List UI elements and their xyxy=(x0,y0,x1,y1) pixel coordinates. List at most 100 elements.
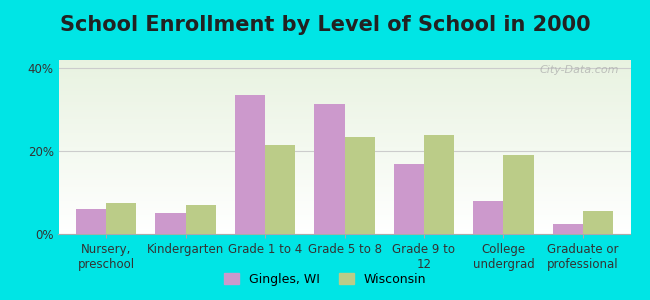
Bar xyxy=(58,93,630,95)
Bar xyxy=(58,64,630,65)
Bar xyxy=(583,211,613,234)
Bar xyxy=(58,194,630,196)
Bar xyxy=(344,136,374,234)
Bar xyxy=(58,217,630,218)
Bar xyxy=(58,232,630,234)
Bar xyxy=(58,204,630,206)
Bar xyxy=(58,138,630,140)
Bar xyxy=(58,149,630,151)
Bar xyxy=(58,212,630,213)
Bar xyxy=(58,192,630,194)
Bar xyxy=(58,171,630,173)
Bar xyxy=(58,77,630,79)
Bar xyxy=(58,124,630,126)
Bar xyxy=(58,130,630,131)
Bar xyxy=(58,102,630,103)
Bar xyxy=(58,210,630,212)
Bar xyxy=(58,182,630,184)
Bar xyxy=(106,203,136,234)
Bar xyxy=(58,114,630,116)
Bar xyxy=(58,91,630,93)
Bar xyxy=(58,143,630,145)
Bar xyxy=(58,189,630,190)
Bar xyxy=(58,79,630,81)
Bar xyxy=(58,142,630,143)
Bar xyxy=(58,180,630,182)
Bar xyxy=(58,224,630,225)
Bar xyxy=(58,67,630,69)
Bar xyxy=(58,128,630,130)
Bar xyxy=(58,119,630,121)
Bar xyxy=(58,100,630,102)
Bar xyxy=(58,74,630,76)
Bar xyxy=(58,65,630,67)
Bar xyxy=(58,187,630,189)
Bar xyxy=(58,84,630,86)
Text: City-Data.com: City-Data.com xyxy=(540,65,619,75)
Bar xyxy=(58,190,630,192)
Bar xyxy=(58,121,630,123)
Bar xyxy=(58,158,630,159)
Bar xyxy=(58,218,630,220)
Bar xyxy=(155,213,186,234)
Bar xyxy=(58,168,630,170)
Bar xyxy=(58,159,630,161)
Bar xyxy=(58,230,630,232)
Bar xyxy=(58,70,630,72)
Bar xyxy=(58,203,630,204)
Bar xyxy=(315,103,344,234)
Bar xyxy=(58,112,630,114)
Bar xyxy=(58,136,630,138)
Bar xyxy=(58,97,630,98)
Bar xyxy=(265,145,295,234)
Bar xyxy=(58,86,630,88)
Bar xyxy=(58,105,630,107)
Bar xyxy=(58,145,630,147)
Bar xyxy=(473,201,503,234)
Bar xyxy=(58,90,630,91)
Bar xyxy=(58,213,630,215)
Bar xyxy=(58,135,630,137)
Bar xyxy=(58,156,630,158)
Bar xyxy=(58,62,630,64)
Bar xyxy=(58,117,630,119)
Bar xyxy=(58,116,630,117)
Bar xyxy=(58,215,630,217)
Bar xyxy=(58,175,630,177)
Bar xyxy=(58,163,630,164)
Bar xyxy=(394,164,424,234)
Bar xyxy=(58,140,630,142)
Bar xyxy=(58,98,630,100)
Bar xyxy=(58,173,630,175)
Bar xyxy=(58,72,630,74)
Bar xyxy=(58,133,630,135)
Bar xyxy=(58,184,630,185)
Bar xyxy=(503,155,534,234)
Bar xyxy=(58,109,630,110)
Bar xyxy=(58,151,630,152)
Bar xyxy=(58,164,630,166)
Bar xyxy=(58,185,630,187)
Bar xyxy=(58,76,630,77)
Bar xyxy=(58,208,630,210)
Bar xyxy=(58,227,630,229)
Bar xyxy=(58,197,630,199)
Bar xyxy=(58,60,630,62)
Bar xyxy=(58,123,630,124)
Bar xyxy=(58,95,630,97)
Legend: Gingles, WI, Wisconsin: Gingles, WI, Wisconsin xyxy=(219,268,431,291)
Bar xyxy=(58,152,630,154)
Bar xyxy=(58,225,630,227)
Bar xyxy=(186,205,216,234)
Bar xyxy=(76,209,106,234)
Bar xyxy=(58,81,630,82)
Bar xyxy=(58,69,630,70)
Bar xyxy=(58,199,630,201)
Text: School Enrollment by Level of School in 2000: School Enrollment by Level of School in … xyxy=(60,15,590,35)
Bar xyxy=(424,135,454,234)
Bar xyxy=(58,88,630,90)
Bar xyxy=(58,177,630,178)
Bar xyxy=(58,220,630,222)
Bar xyxy=(58,82,630,84)
Bar xyxy=(58,229,630,230)
